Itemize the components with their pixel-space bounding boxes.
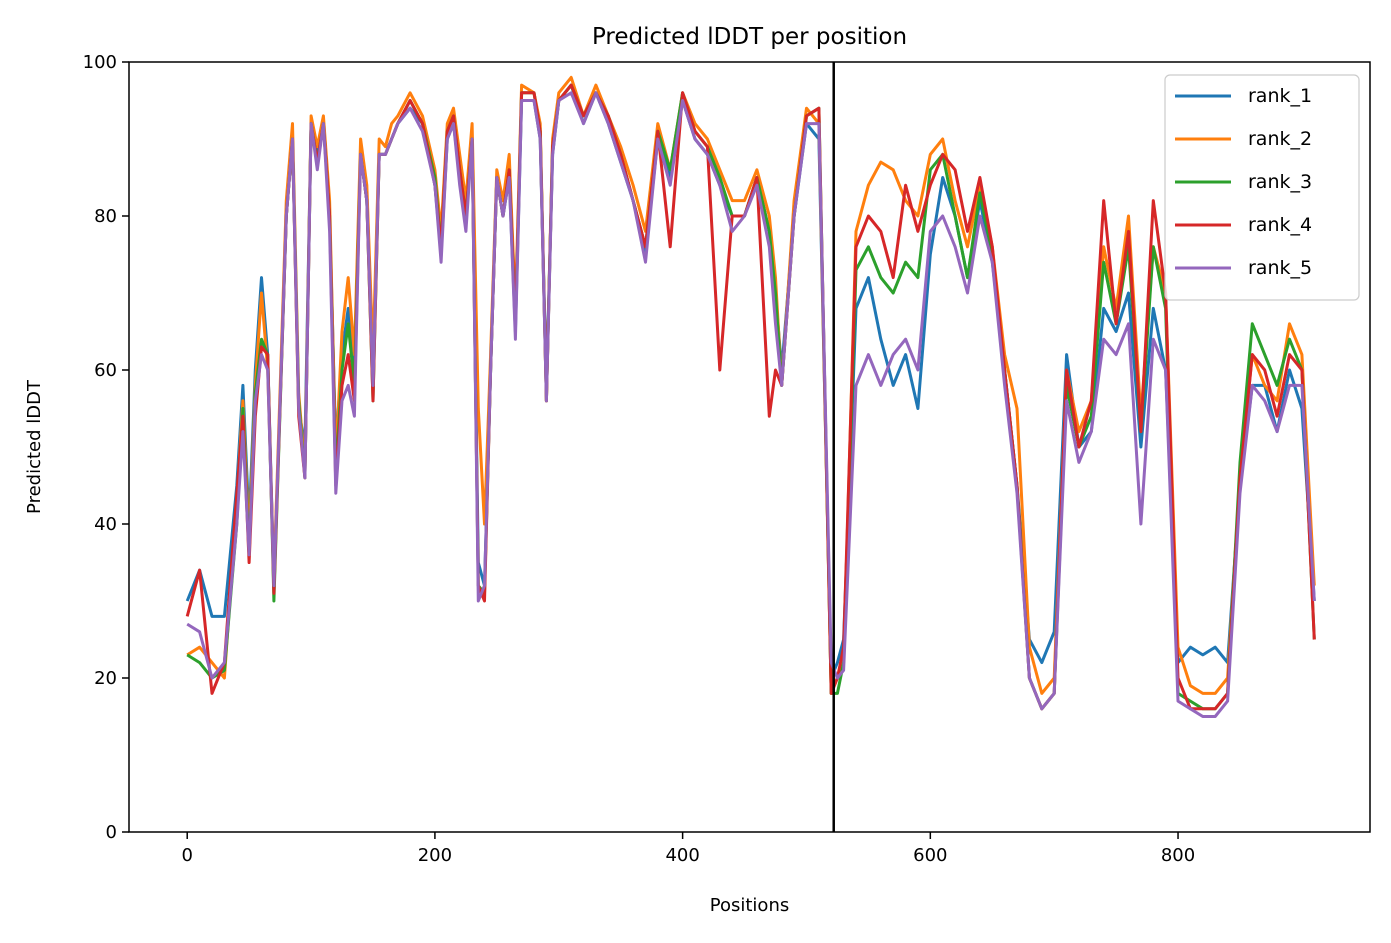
y-axis-label: Predicted lDDT xyxy=(24,379,45,514)
legend-label: rank_5 xyxy=(1248,257,1312,279)
legend: rank_1 rank_2 rank_3 rank_4 rank_5 xyxy=(1164,74,1360,301)
plot-frame xyxy=(128,61,1371,833)
x-tick-label: 600 xyxy=(913,845,947,866)
x-tick-label: 200 xyxy=(418,845,452,866)
y-tick-label: 80 xyxy=(94,206,117,227)
legend-label: rank_1 xyxy=(1248,85,1312,107)
x-tick-label: 400 xyxy=(665,845,699,866)
y-axis: 0 20 40 60 80 100 xyxy=(83,52,129,843)
series-line-rank-5 xyxy=(186,91,1316,718)
y-tick-label: 60 xyxy=(94,360,117,381)
y-tick-label: 0 xyxy=(106,822,117,843)
x-tick-label: 800 xyxy=(1161,845,1195,866)
y-tick-label: 20 xyxy=(94,668,117,689)
y-tick-label: 40 xyxy=(94,514,117,535)
x-axis-label: Positions xyxy=(710,895,789,916)
legend-label: rank_4 xyxy=(1248,214,1312,236)
legend-label: rank_2 xyxy=(1248,128,1312,150)
x-axis: 0 200 400 600 800 xyxy=(181,832,1195,866)
y-tick-label: 100 xyxy=(83,52,117,73)
series-layer xyxy=(185,75,1316,718)
legend-label: rank_3 xyxy=(1248,171,1312,193)
legend-box xyxy=(1164,74,1360,301)
chart-title: Predicted lDDT per position xyxy=(592,24,907,50)
x-tick-label: 0 xyxy=(181,845,192,866)
